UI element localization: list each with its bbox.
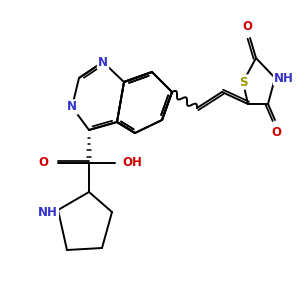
Text: O: O xyxy=(38,157,48,169)
Text: NH: NH xyxy=(38,206,58,220)
Text: O: O xyxy=(271,127,281,140)
Text: OH: OH xyxy=(122,157,142,169)
Text: O: O xyxy=(242,20,252,34)
Text: S: S xyxy=(239,76,247,88)
Text: N: N xyxy=(98,56,108,68)
Text: N: N xyxy=(67,100,77,113)
Text: NH: NH xyxy=(274,71,294,85)
